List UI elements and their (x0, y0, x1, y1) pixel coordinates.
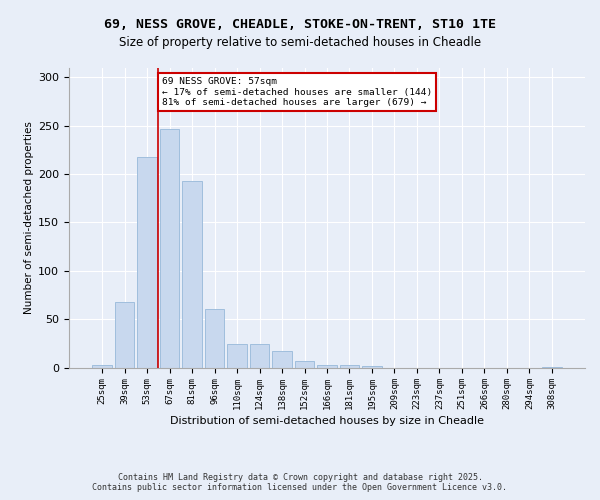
Bar (272, 351, 292, 368)
Bar (182, 180, 202, 368)
Bar (250, 344, 269, 368)
Bar (205, 310, 224, 368)
Bar (340, 364, 359, 368)
Bar (115, 302, 134, 368)
Y-axis label: Number of semi-detached properties: Number of semi-detached properties (24, 121, 34, 314)
Bar (295, 360, 314, 368)
Bar (160, 130, 179, 368)
Text: 69, NESS GROVE, CHEADLE, STOKE-ON-TRENT, ST10 1TE: 69, NESS GROVE, CHEADLE, STOKE-ON-TRENT,… (104, 18, 496, 30)
Bar (362, 366, 382, 368)
Bar (317, 364, 337, 368)
Bar (542, 366, 562, 368)
Bar (227, 344, 247, 368)
X-axis label: Distribution of semi-detached houses by size in Cheadle: Distribution of semi-detached houses by … (170, 416, 484, 426)
Bar (137, 156, 157, 368)
Text: Size of property relative to semi-detached houses in Cheadle: Size of property relative to semi-detach… (119, 36, 481, 49)
Text: Contains HM Land Registry data © Crown copyright and database right 2025.
Contai: Contains HM Land Registry data © Crown c… (92, 473, 508, 492)
Text: 69 NESS GROVE: 57sqm
← 17% of semi-detached houses are smaller (144)
81% of semi: 69 NESS GROVE: 57sqm ← 17% of semi-detac… (161, 77, 432, 107)
Bar (92, 364, 112, 368)
